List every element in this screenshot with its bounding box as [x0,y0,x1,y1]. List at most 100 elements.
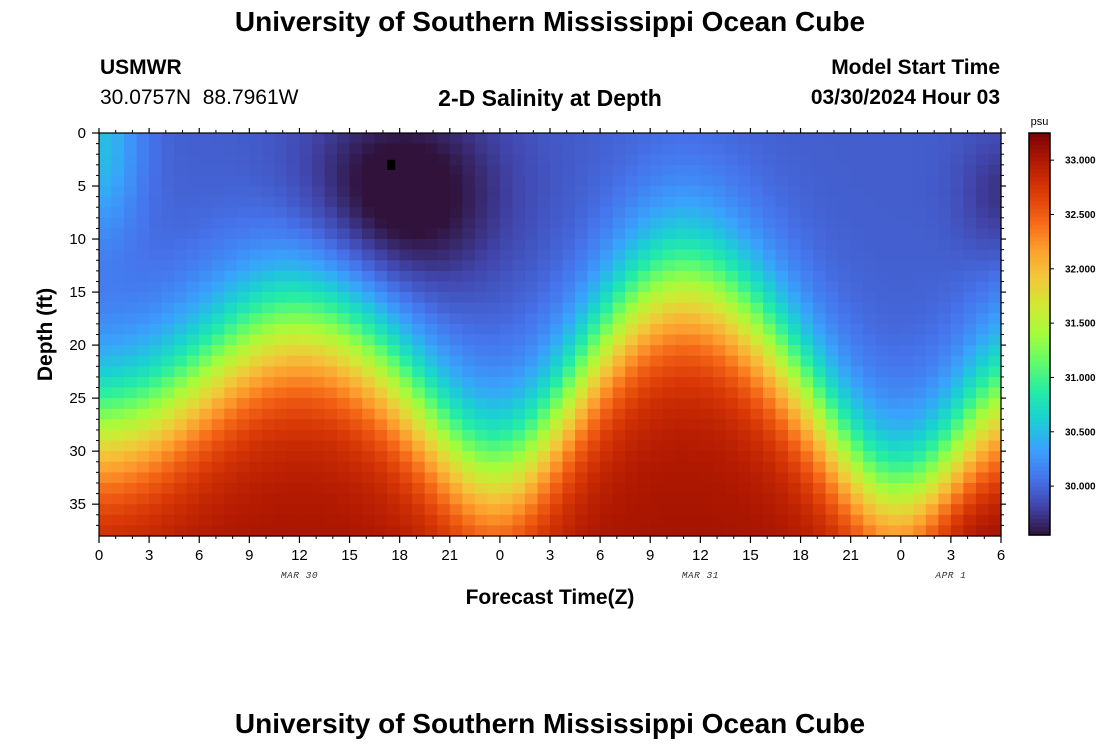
heatmap-cell [850,451,864,463]
heatmap-cell [99,472,113,484]
heatmap-cell [988,525,1002,537]
heatmap-cell [888,249,902,261]
heatmap-cell [750,196,764,208]
heatmap-cell [412,281,426,293]
heatmap-cell [662,408,676,420]
heatmap-cell [838,366,852,378]
heatmap-cell [249,313,263,325]
heatmap-cell [712,313,726,325]
heatmap-cell [788,514,802,526]
heatmap-cell [537,355,551,367]
heatmap-cell [813,196,827,208]
heatmap-cell [825,164,839,177]
heatmap-cell [875,228,889,240]
heatmap-cell [186,207,200,219]
heatmap-cell [199,355,213,367]
heatmap-cell [349,514,363,526]
heatmap-cell [737,186,752,198]
heatmap-cell [324,175,338,187]
heatmap-cell [211,186,225,198]
heatmap-cell [261,482,275,495]
heatmap-cell [474,323,488,336]
heatmap-cell [149,260,163,272]
heatmap-cell [374,482,388,495]
heatmap-cell [562,493,576,505]
heatmap-cell [512,419,526,431]
heatmap-cell [925,366,939,378]
heatmap-cell [587,482,601,495]
heatmap-cell [900,408,914,420]
heatmap-cell [925,525,939,537]
heatmap-cell [174,217,188,230]
heatmap-cell [925,472,939,484]
heatmap-cell [374,260,388,272]
heatmap-cell [299,419,313,431]
heatmap-cell [888,196,902,208]
heatmap-cell [412,323,426,336]
heatmap-cell [487,461,501,473]
heatmap-cell [725,281,739,293]
heatmap-cell [124,323,138,336]
heatmap-cell [324,387,338,399]
heatmap-cell [174,525,188,537]
heatmap-cell [925,376,939,389]
heatmap-cell [687,270,701,283]
heatmap-cell [950,313,965,325]
heatmap-cell [449,239,463,251]
heatmap-cell [825,143,839,155]
heatmap-cell [449,228,463,240]
heatmap-cell [888,419,902,431]
heatmap-cell [186,323,200,336]
heatmap-cell [913,207,927,219]
heatmap-cell [337,334,351,346]
colorbar-segment [1029,209,1050,214]
heatmap-cell [750,175,764,187]
heatmap-cell [762,398,777,410]
heatmap-cell [637,366,651,378]
heatmap-cell [399,313,413,325]
heatmap-cell [625,429,639,442]
heatmap-cell [975,196,990,208]
heatmap-cell [587,408,601,420]
heatmap-cell [838,239,852,251]
heatmap-cell [174,398,188,410]
heatmap-cell [524,196,539,208]
heatmap-cell [261,366,275,378]
heatmap-cell [349,461,363,473]
heatmap-cell [925,164,939,177]
heatmap-cell [775,143,789,155]
heatmap-cell [650,217,664,230]
heatmap-cell [650,398,664,410]
heatmap-cell [362,196,376,208]
heatmap-cell [938,514,952,526]
heatmap-cell [725,451,739,463]
heatmap-cell [286,175,301,187]
heatmap-cell [349,334,363,346]
heatmap-cell [299,313,313,325]
heatmap-cell [412,207,426,219]
heatmap-cell [437,472,451,484]
heatmap-cell [988,196,1002,208]
heatmap-cell [825,133,839,145]
heatmap-cell [362,472,376,484]
heatmap-cell [737,355,752,367]
heatmap-cell [286,292,301,304]
heatmap-cell [913,133,927,145]
heatmap-cell [362,292,376,304]
heatmap-cell [875,143,889,155]
heatmap-cell [174,376,188,389]
heatmap-cell [913,461,927,473]
heatmap-cell [349,292,363,304]
heatmap-cell [412,451,426,463]
heatmap-cell [662,302,676,314]
heatmap-cell [161,440,175,452]
heatmap-cell [925,154,939,166]
heatmap-cell [249,281,263,293]
heatmap-cell [675,514,689,526]
heatmap-cell [124,164,138,177]
heatmap-cell [449,461,463,473]
heatmap-cell [211,164,225,177]
heatmap-cell [788,239,802,251]
heatmap-cell [224,175,238,187]
colorbar-segment [1029,153,1050,158]
